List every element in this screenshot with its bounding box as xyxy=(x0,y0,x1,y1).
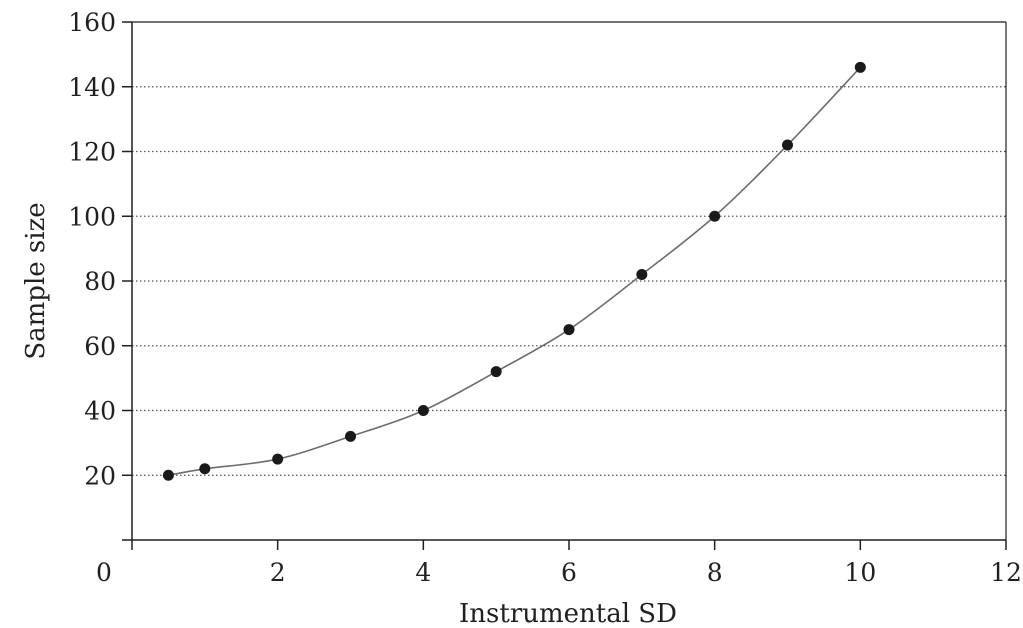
data-point-0-5 xyxy=(490,366,502,378)
y-tick-label-60: 60 xyxy=(84,332,116,361)
data-point-0-3 xyxy=(345,430,356,442)
y-tick-label-20: 20 xyxy=(84,461,116,490)
y-tick-label-40: 40 xyxy=(84,397,116,426)
data-point-0-1 xyxy=(199,463,211,475)
data-point-0-2 xyxy=(272,453,284,465)
y-tick-label-160: 160 xyxy=(68,8,116,37)
x-tick-label-4: 4 xyxy=(415,558,431,587)
axes-layer xyxy=(122,21,1007,550)
series-layer xyxy=(162,61,866,481)
data-point-0-6 xyxy=(563,324,575,336)
x-tick-label-2: 2 xyxy=(270,558,286,587)
x-axis-title: Instrumental SD xyxy=(459,599,677,628)
series-line-0 xyxy=(168,66,861,477)
y-tick-label-80: 80 xyxy=(84,267,116,296)
y-axis-title: Sample size xyxy=(21,202,51,359)
x-tick-label-8: 8 xyxy=(707,558,723,587)
y-tick-label-100: 100 xyxy=(68,202,116,231)
x-tick-label-12: 12 xyxy=(990,558,1022,587)
data-point-0-0 xyxy=(162,469,174,481)
x-tick-label-10: 10 xyxy=(844,558,876,587)
labels-layer: 20 40 60 80 100 120 140 160 0 2 4 6 8 10 12 xyxy=(68,8,1022,587)
data-point-0-9 xyxy=(782,139,793,151)
x-tick-label-0: 0 xyxy=(96,558,112,587)
y-tick-label-120: 120 xyxy=(68,138,116,167)
x-tick-label-6: 6 xyxy=(561,558,577,587)
data-point-0-7 xyxy=(636,269,648,281)
data-point-0-8 xyxy=(709,210,721,222)
grid-layer xyxy=(132,86,1006,476)
data-point-0-4 xyxy=(417,405,429,416)
data-point-0-10 xyxy=(854,61,866,73)
y-tick-label-140: 140 xyxy=(68,73,116,102)
